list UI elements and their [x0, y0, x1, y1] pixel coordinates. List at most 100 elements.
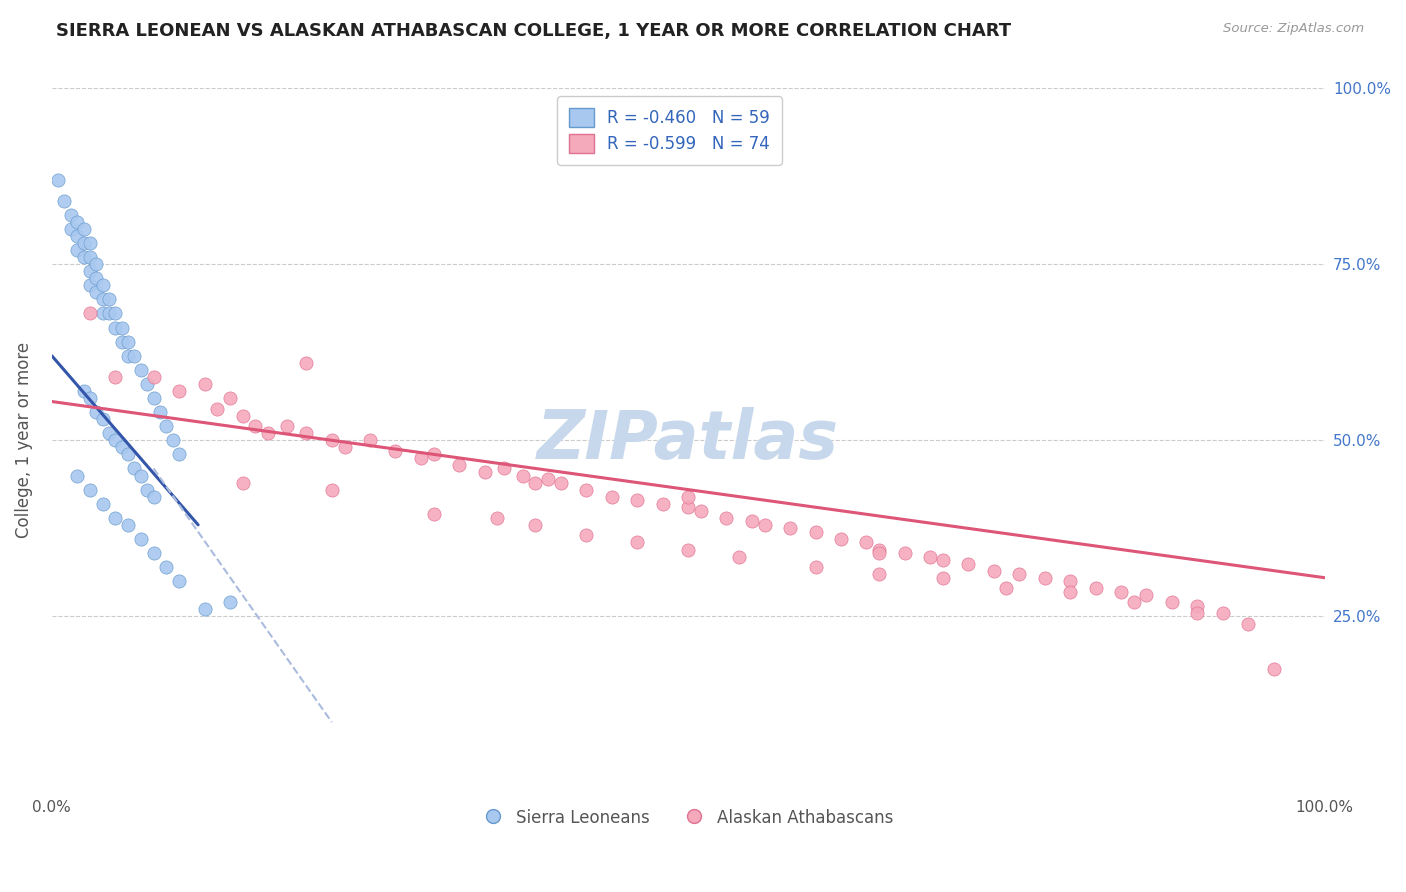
Point: [117, 334, 139, 349]
Point: [59, 222, 82, 236]
Point: [98, 293, 121, 307]
Point: [754, 517, 776, 532]
Point: [957, 557, 980, 571]
Point: [124, 461, 146, 475]
Point: [219, 391, 242, 405]
Point: [359, 434, 381, 448]
Point: [333, 440, 356, 454]
Point: [918, 549, 941, 564]
Point: [1059, 574, 1081, 589]
Point: [84, 271, 107, 285]
Point: [79, 391, 101, 405]
Point: [111, 334, 134, 349]
Point: [449, 458, 471, 472]
Point: [98, 426, 121, 441]
Point: [728, 549, 751, 564]
Point: [1135, 588, 1157, 602]
Point: [295, 426, 318, 441]
Point: [91, 293, 114, 307]
Point: [155, 419, 177, 434]
Point: [142, 391, 165, 405]
Point: [66, 243, 89, 257]
Point: [79, 483, 101, 497]
Point: [207, 401, 229, 416]
Point: [84, 257, 107, 271]
Point: [626, 535, 648, 549]
Text: ZIPatlas: ZIPatlas: [537, 408, 839, 474]
Point: [575, 483, 598, 497]
Point: [676, 500, 699, 515]
Point: [91, 278, 114, 293]
Point: [1187, 599, 1209, 613]
Point: [167, 384, 190, 398]
Point: [66, 468, 89, 483]
Point: [117, 349, 139, 363]
Point: [575, 528, 598, 542]
Point: [409, 450, 432, 465]
Point: [1059, 584, 1081, 599]
Point: [79, 264, 101, 278]
Point: [46, 172, 69, 186]
Point: [524, 475, 547, 490]
Point: [1084, 582, 1107, 596]
Point: [537, 472, 560, 486]
Text: SIERRA LEONEAN VS ALASKAN ATHABASCAN COLLEGE, 1 YEAR OR MORE CORRELATION CHART: SIERRA LEONEAN VS ALASKAN ATHABASCAN COL…: [56, 22, 1011, 40]
Point: [53, 194, 76, 208]
Point: [104, 434, 127, 448]
Point: [117, 447, 139, 461]
Point: [932, 571, 955, 585]
Point: [59, 208, 82, 222]
Point: [1237, 616, 1260, 631]
Point: [232, 475, 254, 490]
Point: [167, 447, 190, 461]
Point: [72, 384, 94, 398]
Point: [1033, 571, 1056, 585]
Point: [868, 546, 890, 560]
Point: [524, 517, 547, 532]
Point: [124, 349, 146, 363]
Point: [995, 582, 1018, 596]
Point: [142, 546, 165, 560]
Point: [321, 483, 343, 497]
Point: [142, 369, 165, 384]
Point: [79, 235, 101, 250]
Point: [72, 222, 94, 236]
Point: [91, 497, 114, 511]
Point: [932, 553, 955, 567]
Point: [136, 483, 159, 497]
Point: [1263, 662, 1285, 676]
Point: [162, 434, 184, 448]
Point: [136, 376, 159, 391]
Point: [741, 514, 763, 528]
Point: [91, 306, 114, 320]
Point: [1122, 595, 1144, 609]
Point: [149, 405, 172, 419]
Point: [117, 517, 139, 532]
Point: [868, 567, 890, 582]
Point: [276, 419, 298, 434]
Point: [167, 574, 190, 589]
Point: [512, 468, 534, 483]
Point: [1187, 606, 1209, 620]
Point: [111, 320, 134, 334]
Point: [676, 542, 699, 557]
Legend: Sierra Leoneans, Alaskan Athabascans: Sierra Leoneans, Alaskan Athabascans: [477, 802, 900, 834]
Point: [129, 532, 152, 546]
Point: [474, 465, 496, 479]
Point: [550, 475, 572, 490]
Point: [104, 510, 127, 524]
Point: [155, 560, 177, 574]
Point: [779, 521, 801, 535]
Point: [893, 546, 915, 560]
Point: [84, 405, 107, 419]
Point: [422, 508, 444, 522]
Point: [129, 468, 152, 483]
Point: [690, 504, 713, 518]
Point: [384, 443, 406, 458]
Point: [716, 510, 738, 524]
Point: [104, 306, 127, 320]
Point: [129, 363, 152, 377]
Point: [91, 412, 114, 426]
Point: [104, 369, 127, 384]
Point: [804, 524, 827, 539]
